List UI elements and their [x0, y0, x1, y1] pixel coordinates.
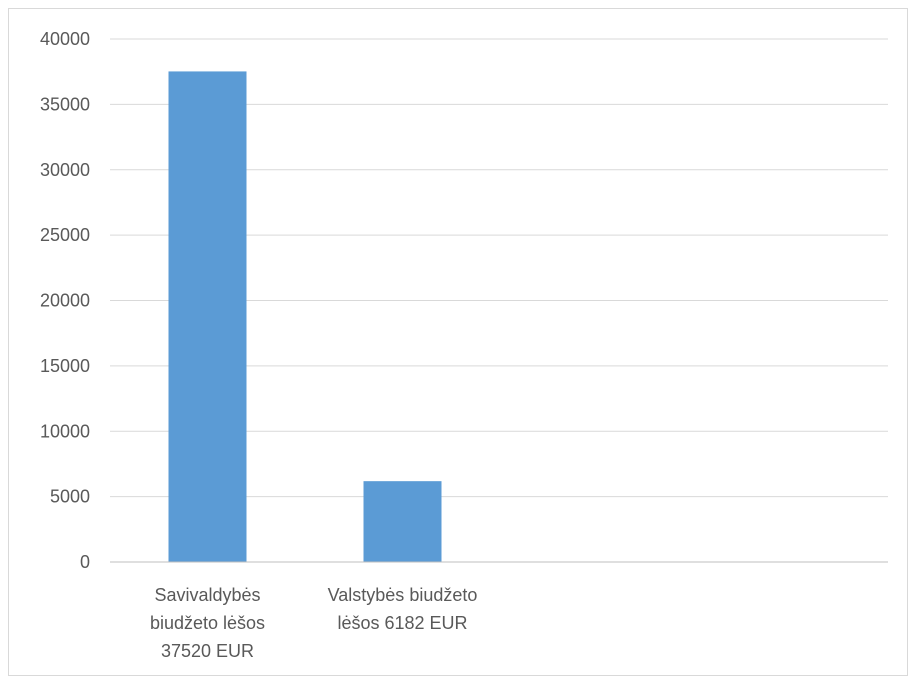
bars	[168, 71, 442, 563]
y-tick-label: 20000	[40, 291, 90, 311]
y-tick-label: 0	[80, 552, 90, 572]
x-axis-category-labels: Savivaldybės biudžeto lėšos 37520 EUR Valst…	[150, 585, 477, 661]
y-axis-tick-labels: 0 5000 10000 15000 20000 25000 30000 35000 40000	[40, 29, 90, 572]
x-category-label: Valstybės biudžeto lėšos 6182 EUR	[328, 585, 478, 633]
bar	[363, 481, 442, 562]
y-tick-label: 40000	[40, 29, 90, 49]
y-tick-label: 5000	[50, 487, 90, 507]
y-tick-label: 35000	[40, 94, 90, 114]
x-category-label: Savivaldybės biudžeto lėšos 37520 EUR	[150, 585, 265, 661]
chart-frame	[8, 8, 908, 676]
y-tick-label: 25000	[40, 225, 90, 245]
y-tick-label: 30000	[40, 160, 90, 180]
y-tick-label: 10000	[40, 421, 90, 441]
y-tick-label: 15000	[40, 356, 90, 376]
bar	[168, 71, 247, 563]
